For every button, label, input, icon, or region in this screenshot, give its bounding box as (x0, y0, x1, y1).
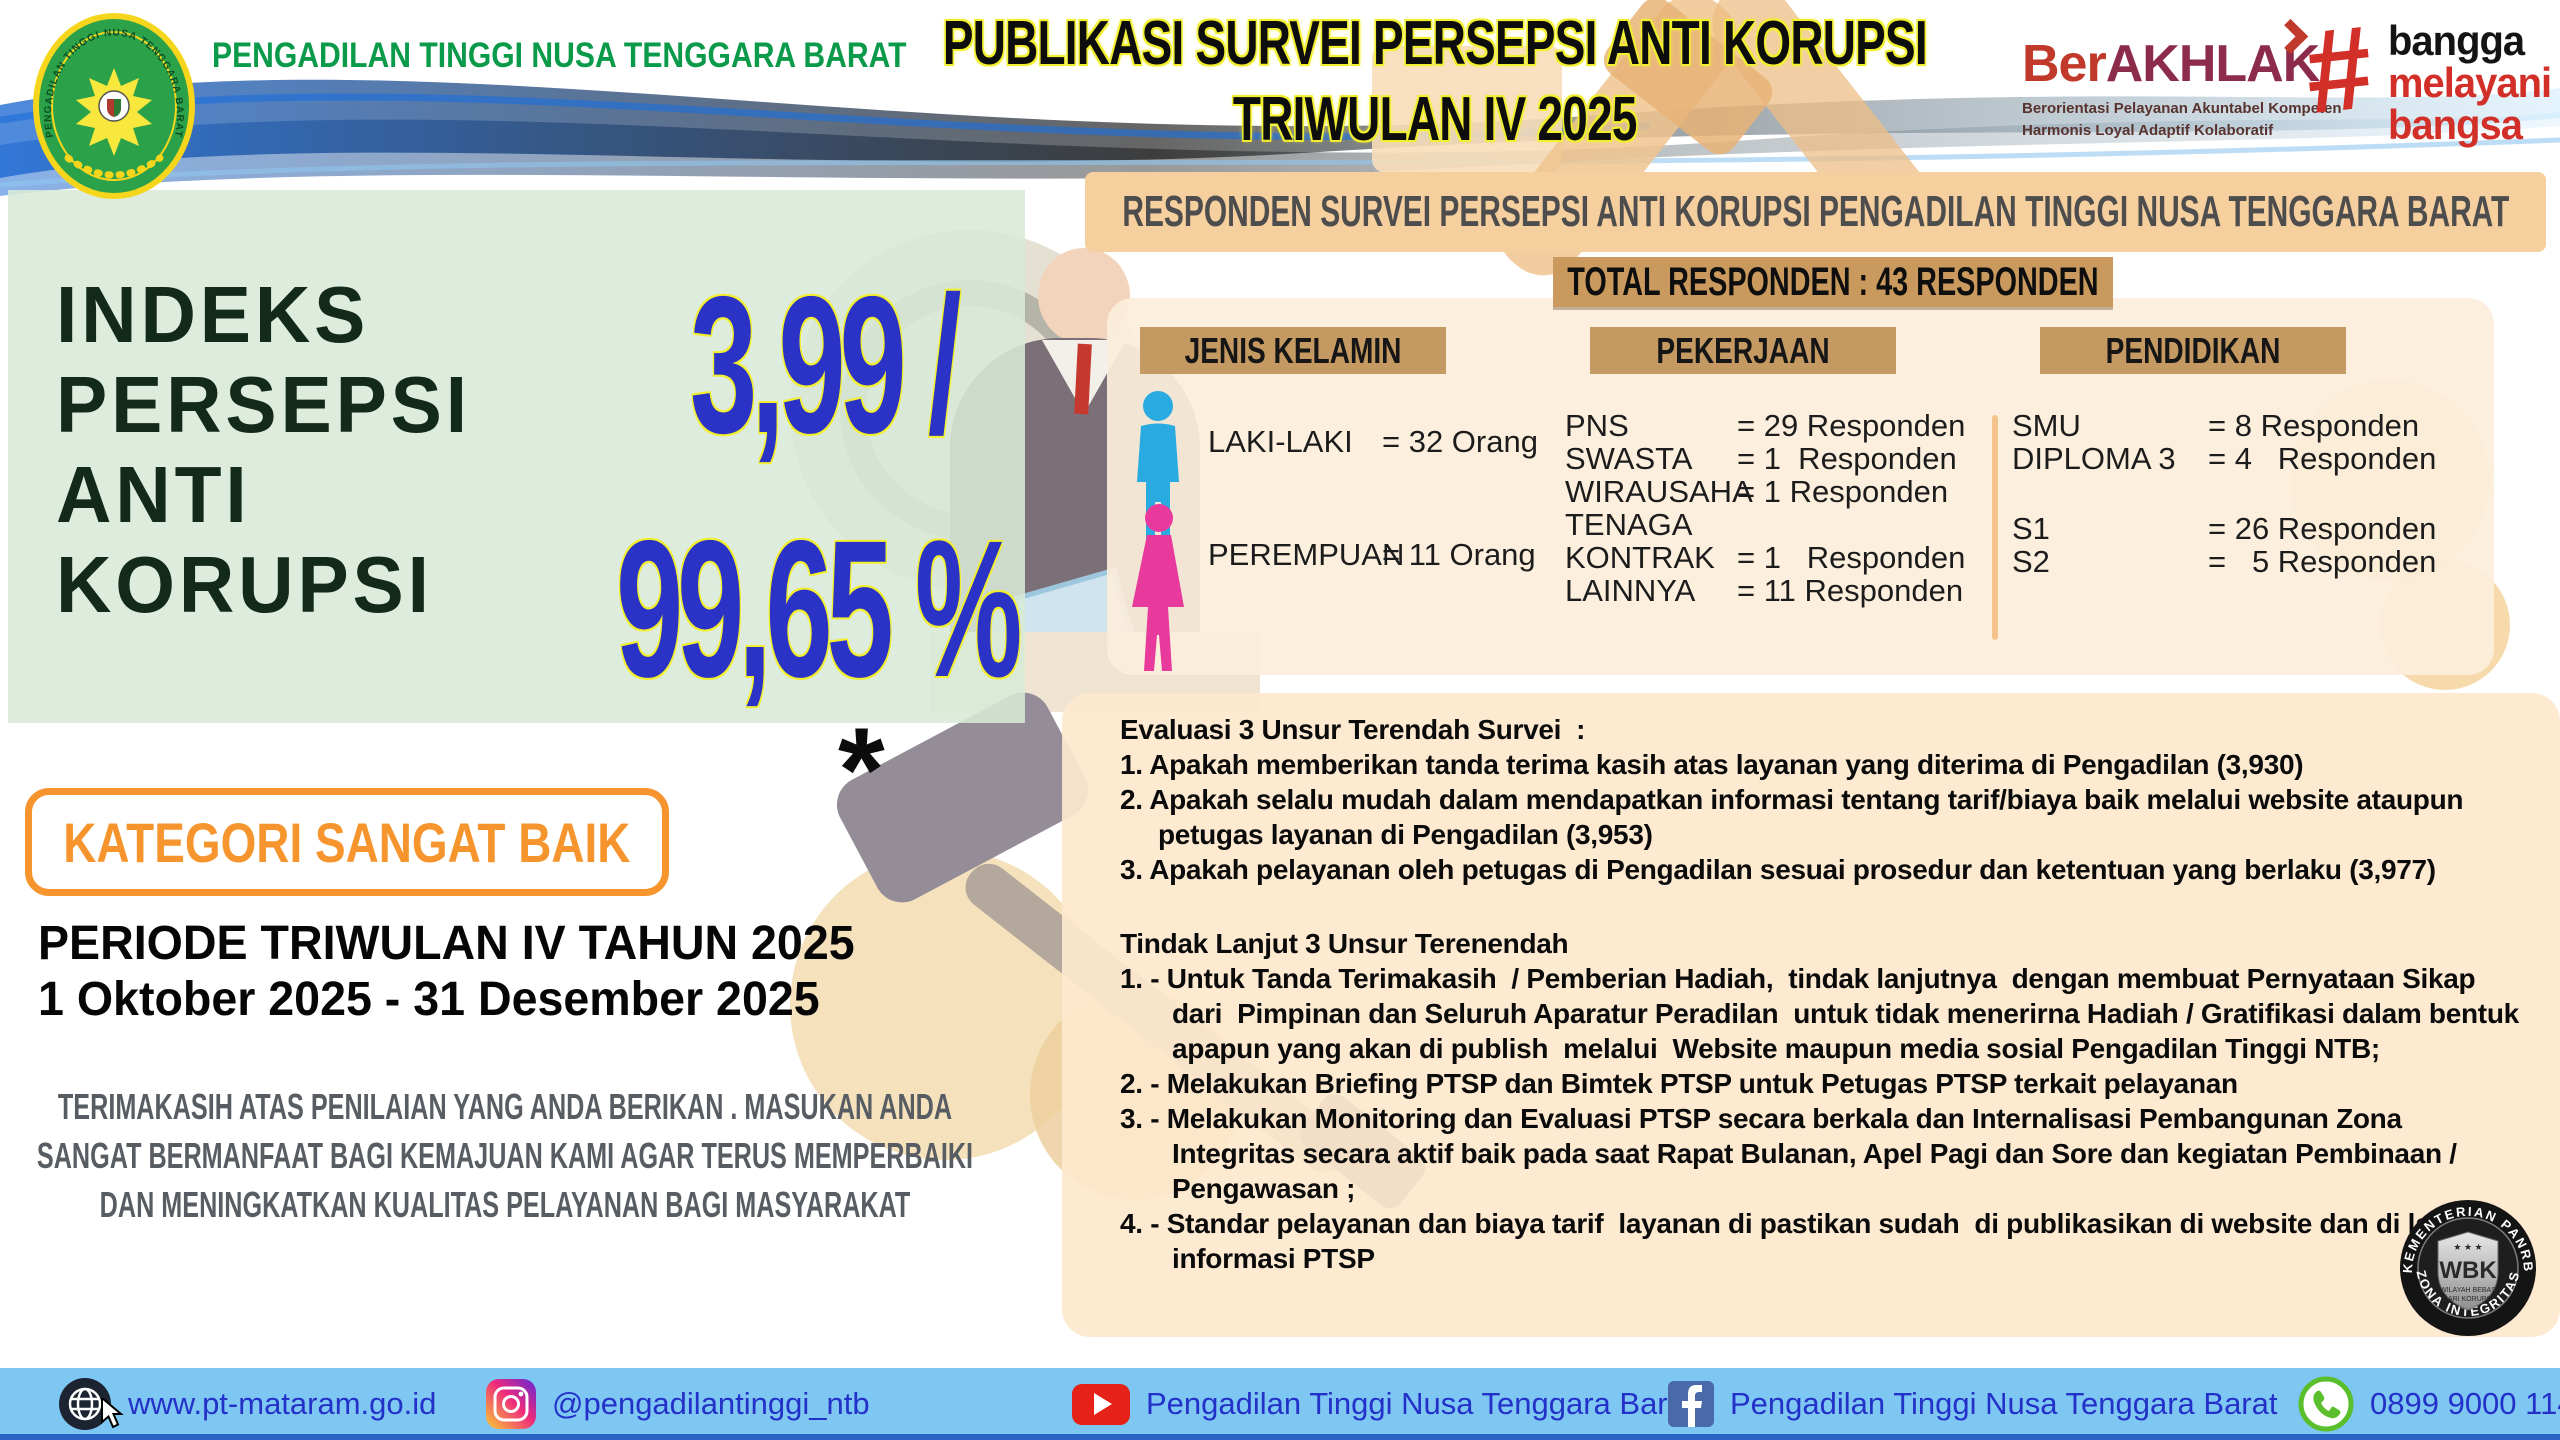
evaluation-score: (3,977) (2349, 854, 2436, 885)
follow-up-heading: Tindak Lanjut 3 Unsur Terenendah (1120, 928, 1569, 959)
index-percent: 99,65 % (616, 500, 1022, 718)
total-respondents-banner: TOTAL RESPONDEN : 43 RESPONDEN (1553, 257, 2113, 307)
evaluation-item: 2. Apakah selalu mudah dalam mendapatkan… (1120, 784, 2471, 850)
svg-text:★ ★ ★: ★ ★ ★ (2453, 1242, 2482, 1252)
education-header: PENDIDIKAN (2040, 327, 2346, 374)
gender-row-label: LAKI-LAKI (1208, 424, 1353, 459)
female-icon (1132, 504, 1184, 671)
occupation-row-label: TENAGA (1565, 507, 1693, 542)
evaluation-block: Evaluasi 3 Unsur Terendah Survei : 1. Ap… (1120, 712, 2520, 887)
thanks-message: TERIMAKASIH ATAS PENILAIAN YANG ANDA BER… (36, 1086, 974, 1225)
wbk-badge: KEMENTERIAN PANRB ZONA INTEGRITAS ★ ★ ★ … (2400, 1200, 2536, 1336)
evaluation-panel: Evaluasi 3 Unsur Terendah Survei : 1. Ap… (1062, 693, 2560, 1337)
asterisk-footnote: * (838, 703, 885, 837)
evaluation-item: 3. Apakah pelayanan oleh petugas di Peng… (1120, 854, 2436, 885)
footer-whatsapp[interactable]: 0899 9000 114 (2298, 1372, 2560, 1436)
title-line-2: TRIWULAN IV 2025 (1233, 85, 1637, 154)
facebook-icon (1668, 1381, 1714, 1427)
occupation-row-label: LAINNYA (1565, 573, 1696, 608)
education-row-label: S2 (2012, 544, 2050, 579)
gender-row-value: = 32 Orang (1382, 424, 1538, 459)
category-label: KATEGORI SANGAT BAIK (63, 810, 631, 874)
cursor-icon (101, 1398, 124, 1429)
education-row-value: = 4 Responden (2208, 441, 2437, 476)
follow-up-item: 2. - Melakukan Briefing PTSP dan Bimtek … (1120, 1068, 2238, 1099)
education-row-value: = 26 Responden (2208, 511, 2437, 546)
index-score: 3,99 / (690, 256, 961, 474)
org-name: PENGADILAN TINGGI NUSA TENGGARA BARAT (212, 36, 907, 75)
occupation-row-value: = 29 Responden (1737, 408, 1966, 443)
footer-bar (0, 1368, 2560, 1440)
occupation-row-value: = 11 Responden (1737, 573, 1964, 608)
court-logo: PENGADILAN TINGGI NUSA TENGGARA BARAT (33, 13, 195, 199)
instagram-icon (486, 1379, 536, 1429)
page-title: PUBLIKASI SURVEI PERSEPSI ANTI KORUPSI T… (635, 6, 2235, 158)
berakhlak-tagline-2: Harmonis Loyal Adaptif Kolaboratif (2022, 122, 2274, 139)
youtube-icon (1072, 1383, 1130, 1425)
svg-text:WILAYAH BEBAS: WILAYAH BEBAS (2440, 1287, 2496, 1294)
facebook-page[interactable]: Pengadilan Tinggi Nusa Tenggara Barat (1730, 1386, 2278, 1421)
svg-text:DARI KORUPSI: DARI KORUPSI (2443, 1296, 2493, 1303)
occupation-row-label: PNS (1565, 408, 1629, 443)
globe-icon (59, 1378, 111, 1430)
gender-header: JENIS KELAMIN (1140, 327, 1446, 374)
instagram-handle[interactable]: @pengadilantinggi_ntb (552, 1386, 870, 1421)
column-divider (1992, 415, 1998, 640)
website-link[interactable]: www.pt-mataram.go.id (128, 1386, 437, 1421)
occupation-header: PEKERJAAN (1590, 327, 1896, 374)
footer-facebook[interactable]: Pengadilan Tinggi Nusa Tenggara Barat (1668, 1372, 2277, 1436)
evaluation-score: (3,930) (2216, 749, 2304, 780)
follow-up-item: 3. - Melakukan Monitoring dan Evaluasi P… (1120, 1103, 2465, 1204)
occupation-row-label: KONTRAK (1565, 540, 1715, 575)
berakhlak-tagline-1: Berorientasi Pelayanan Akuntabel Kompete… (2022, 100, 2342, 117)
youtube-channel[interactable]: Pengadilan Tinggi Nusa Tenggara Barat (1146, 1386, 1694, 1421)
footer-youtube[interactable]: Pengadilan Tinggi Nusa Tenggara Barat (1072, 1372, 1693, 1436)
education-row-label: SMU (2012, 408, 2081, 443)
cabinet-illustration (1372, 46, 1562, 172)
evaluation-score: (3,953) (1566, 819, 1653, 850)
footer-bottom-line (0, 1434, 2560, 1440)
berakhlak-wordmark: BerAKHLAK (2022, 35, 2320, 93)
follow-up-item: 1. - Untuk Tanda Terimakasih / Pemberian… (1120, 963, 2527, 1064)
bangga-melayani-bangsa: bangga melayani bangsa (2388, 17, 2552, 148)
svg-text:WBK: WBK (2439, 1257, 2497, 1284)
education-row-value: = 5 Responden (2208, 544, 2437, 579)
evaluation-item: 1. Apakah memberikan tanda terima kasih … (1120, 749, 2304, 780)
occupation-row-label: WIRAUSAHA (1565, 474, 1753, 509)
period-text: PERIODE TRIWULAN IV TAHUN 2025 1 Oktober… (38, 917, 855, 1026)
education-row-value: = 8 Responden (2208, 408, 2420, 443)
occupation-row-value: = 1 Responden (1737, 540, 1966, 575)
occupation-row-value: = 1 Responden (1737, 441, 1957, 476)
follow-up-block: Tindak Lanjut 3 Unsur Terenendah 1. - Un… (1120, 926, 2520, 1276)
category-badge: KATEGORI SANGAT BAIK (25, 788, 669, 896)
berakhlak-logo: BerAKHLAK Berorientasi Pelayanan Akuntab… (2016, 1, 2556, 166)
index-label: INDEKS PERSEPSI ANTI KORUPSI (56, 270, 471, 629)
wave-decoration (0, 79, 2560, 196)
gender-row-value: = 11 Orang (1382, 537, 1536, 572)
occupation-row-value: = 1 Responden (1737, 474, 1949, 509)
occupation-row-label: SWASTA (1565, 441, 1693, 476)
gender-row-label: PEREMPUAN (1208, 537, 1405, 572)
demographics-panel: JENIS KELAMIN PEKERJAAN PENDIDIKAN LAKI-… (1107, 298, 2494, 675)
respondents-banner: RESPONDEN SURVEI PERSEPSI ANTI KORUPSI P… (1085, 172, 2546, 252)
evaluation-heading: Evaluasi 3 Unsur Terendah Survei : (1120, 714, 1586, 745)
title-line-1: PUBLIKASI SURVEI PERSEPSI ANTI KORUPSI (943, 9, 1928, 78)
whatsapp-number[interactable]: 0899 9000 114 (2370, 1386, 2560, 1421)
education-row-label: S1 (2012, 511, 2050, 546)
footer-website[interactable]: www.pt-mataram.go.id (58, 1372, 436, 1436)
whatsapp-icon (2298, 1376, 2354, 1432)
index-panel: INDEKS PERSEPSI ANTI KORUPSI 3,99 / 99,6… (8, 190, 1025, 723)
footer-instagram[interactable]: @pengadilantinggi_ntb (486, 1372, 870, 1436)
education-row-label: DIPLOMA 3 (2012, 441, 2176, 476)
follow-up-item: 4. - Standar pelayanan dan biaya tarif l… (1120, 1208, 2472, 1274)
hashtag-icon: # (2299, 0, 2379, 140)
